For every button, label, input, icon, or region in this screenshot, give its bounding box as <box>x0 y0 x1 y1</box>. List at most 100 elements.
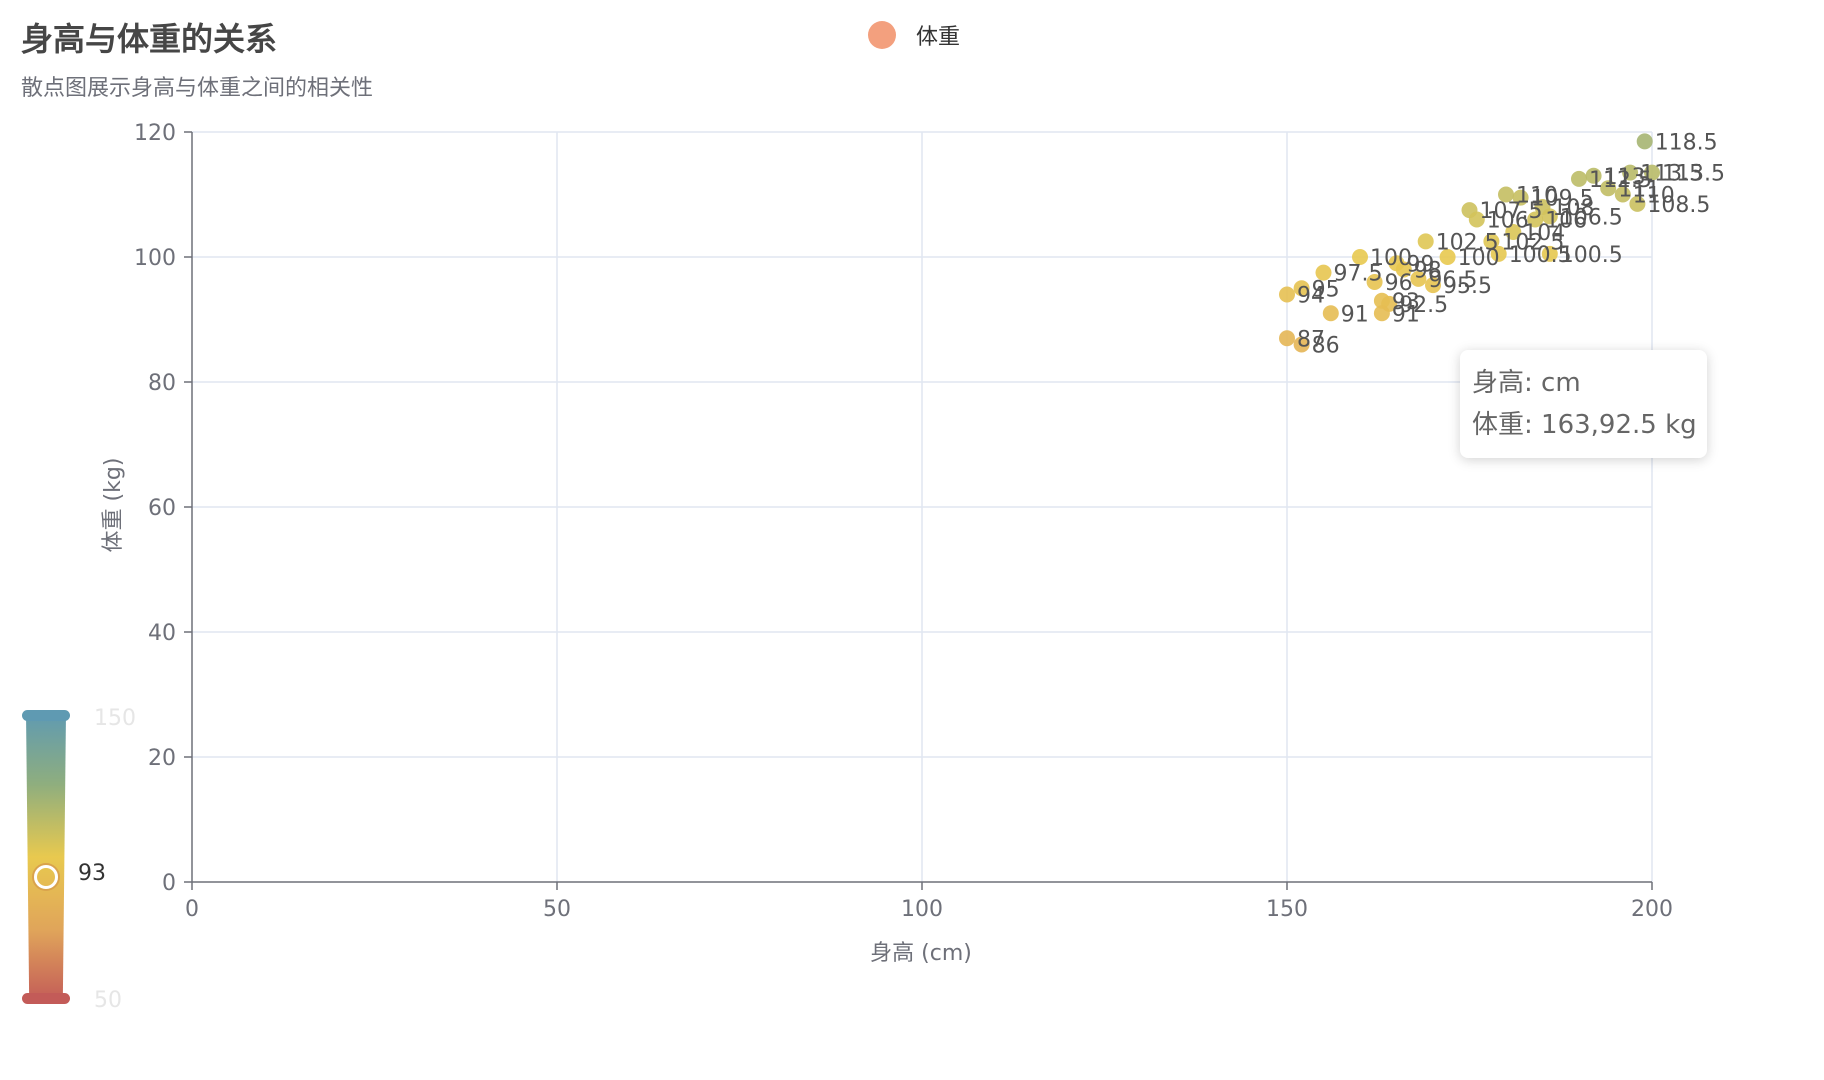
chart-title: 身高与体重的关系 <box>21 20 278 58</box>
data-point[interactable] <box>1541 208 1558 225</box>
tooltip-line-x: 身高: cm <box>1472 368 1581 398</box>
data-label: 109.5 <box>1531 187 1594 212</box>
data-label: 102.5 <box>1501 230 1564 255</box>
data-point[interactable] <box>1527 211 1544 228</box>
data-point[interactable] <box>1629 195 1646 212</box>
y-tick-label: 80 <box>148 371 176 396</box>
data-point[interactable] <box>1395 261 1412 278</box>
legend-label: 体重 <box>916 25 961 50</box>
data-point[interactable] <box>1483 233 1500 250</box>
x-tick-label: 0 <box>185 897 199 922</box>
data-label: 92.5 <box>1399 293 1448 318</box>
tooltip-line-y: 体重: 163,92.5 kg <box>1472 410 1697 440</box>
data-point[interactable] <box>1468 211 1485 228</box>
data-label: 113.5 <box>1662 162 1725 187</box>
data-point[interactable] <box>1322 305 1339 322</box>
data-label: 96 <box>1385 271 1413 296</box>
data-label: 111 <box>1618 177 1660 202</box>
data-label: 108 <box>1553 196 1595 221</box>
data-label: 99 <box>1407 252 1435 277</box>
y-tick-label: 120 <box>134 121 176 146</box>
data-point[interactable] <box>1417 233 1434 250</box>
y-axis-title: 体重 (kg) <box>101 458 126 553</box>
tooltip: 身高: cm 体重: 163,92.5 kg <box>1460 350 1707 458</box>
data-point[interactable] <box>1600 180 1617 197</box>
data-label: 100.5 <box>1560 243 1623 268</box>
data-point[interactable] <box>1541 245 1558 262</box>
data-point[interactable] <box>1622 164 1639 181</box>
grid-lines <box>192 131 1653 882</box>
x-tick-label: 150 <box>1266 897 1308 922</box>
data-point[interactable] <box>1614 186 1631 203</box>
data-label: 110 <box>1516 184 1558 209</box>
visual-map-max-handle[interactable] <box>22 710 70 721</box>
visual-map-indicator-icon[interactable] <box>34 865 58 890</box>
y-tick-label: 40 <box>148 621 176 646</box>
data-point[interactable] <box>1366 274 1383 290</box>
data-label: 107.5 <box>1480 199 1543 224</box>
data-label: 113 <box>1604 165 1646 190</box>
data-label: 91 <box>1392 302 1420 327</box>
legend-swatch-icon <box>868 21 896 49</box>
y-tick-label: 0 <box>162 871 176 896</box>
x-tick-label: 50 <box>543 897 571 922</box>
data-label: 108.5 <box>1647 193 1710 218</box>
visual-map-min-label: 50 <box>94 988 122 1013</box>
data-label: 93 <box>1392 290 1420 315</box>
data-label: 95 <box>1312 277 1340 302</box>
data-point[interactable] <box>1512 189 1529 206</box>
data-point[interactable] <box>1585 167 1602 184</box>
data-point[interactable] <box>1636 133 1653 150</box>
data-label: 100 <box>1370 246 1412 271</box>
visual-map-min-handle[interactable] <box>22 993 70 1004</box>
data-point[interactable] <box>1490 245 1507 262</box>
data-points[interactable] <box>1279 133 1660 353</box>
data-point[interactable] <box>1373 305 1390 322</box>
data-point[interactable] <box>1571 170 1587 187</box>
data-label: 118.5 <box>1655 130 1718 155</box>
data-point[interactable] <box>1293 280 1310 297</box>
data-point[interactable] <box>1293 336 1310 353</box>
visual-map-max-label: 150 <box>94 706 136 731</box>
data-label: 96.5 <box>1428 268 1477 293</box>
chart-subtitle: 散点图展示身高与体重之间的相关性 <box>21 76 374 101</box>
data-point[interactable] <box>1410 270 1427 287</box>
data-label: 112.5 <box>1589 168 1652 193</box>
data-label: 113.5 <box>1640 162 1703 187</box>
data-label: 94 <box>1297 284 1325 309</box>
data-label: 95.5 <box>1443 274 1492 299</box>
data-label: 91 <box>1341 302 1369 327</box>
data-label: 87 <box>1297 327 1325 352</box>
data-point[interactable] <box>1425 277 1441 294</box>
data-point[interactable] <box>1439 249 1456 265</box>
data-label: 100 <box>1458 246 1500 271</box>
data-label: 97.5 <box>1334 262 1383 287</box>
data-point[interactable] <box>1315 264 1332 281</box>
visual-map[interactable]: 150 50 93 <box>18 706 158 1016</box>
x-tick-label: 200 <box>1631 897 1673 922</box>
data-label: 110 <box>1633 184 1675 209</box>
data-label: 98 <box>1414 259 1442 284</box>
data-label: 104 <box>1523 221 1565 246</box>
y-tick-label: 20 <box>148 746 176 771</box>
x-axis-title: 身高 (cm) <box>870 941 972 966</box>
data-label: 100.5 <box>1509 243 1572 268</box>
data-label: 102.5 <box>1436 230 1499 255</box>
data-label: 106.5 <box>1560 205 1623 230</box>
data-label: 86 <box>1312 334 1340 359</box>
data-point[interactable] <box>1505 224 1522 240</box>
data-point[interactable] <box>1498 186 1514 203</box>
data-point[interactable] <box>1644 164 1660 181</box>
data-point[interactable] <box>1279 286 1295 303</box>
axes: 0 50 100 150 200 0 20 40 60 80 100 120 <box>134 121 1673 922</box>
data-labels: 949597.5918786100969392.5999896.595.5102… <box>1297 130 1725 358</box>
y-tick-label: 100 <box>134 246 176 271</box>
data-point[interactable] <box>1279 330 1295 347</box>
data-label: 106 <box>1545 209 1587 234</box>
data-label: 106 <box>1487 209 1529 234</box>
data-point[interactable] <box>1352 249 1368 265</box>
visual-map-gradient-bar[interactable] <box>26 712 66 1002</box>
legend[interactable]: 体重 <box>868 18 960 52</box>
